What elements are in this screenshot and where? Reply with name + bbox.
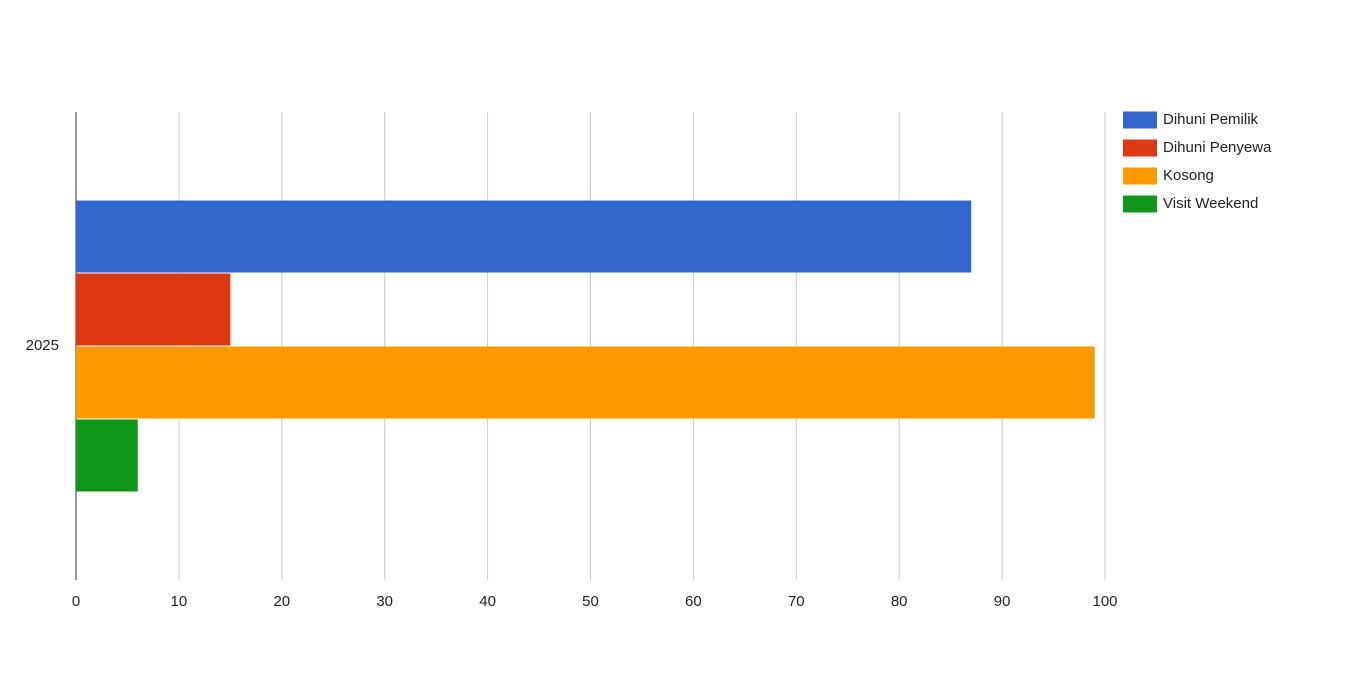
legend-swatch xyxy=(1123,139,1157,157)
bar xyxy=(76,200,972,273)
x-tick-label: 0 xyxy=(72,593,80,610)
x-tick-label: 60 xyxy=(685,593,702,610)
legend-swatch xyxy=(1123,195,1157,213)
x-tick-label: 80 xyxy=(891,593,908,610)
legend-label: Visit Weekend xyxy=(1163,195,1258,212)
legend-swatch xyxy=(1123,167,1157,185)
x-tick-label: 90 xyxy=(994,593,1011,610)
x-tick-label: 70 xyxy=(788,593,805,610)
bar xyxy=(76,419,138,492)
legend-swatch xyxy=(1123,111,1157,129)
legend-label: Dihuni Penyewa xyxy=(1163,139,1272,156)
x-tick-label: 100 xyxy=(1092,593,1117,610)
bar xyxy=(76,346,1095,419)
x-tick-label: 10 xyxy=(171,593,188,610)
x-tick-label: 30 xyxy=(376,593,393,610)
x-tick-label: 40 xyxy=(479,593,496,610)
legend-label: Kosong xyxy=(1163,167,1214,184)
legend-label: Dihuni Pemilik xyxy=(1163,111,1259,128)
bar xyxy=(76,273,231,346)
x-tick-label: 50 xyxy=(582,593,599,610)
x-tick-label: 20 xyxy=(273,593,290,610)
y-tick-label: 2025 xyxy=(26,337,59,354)
